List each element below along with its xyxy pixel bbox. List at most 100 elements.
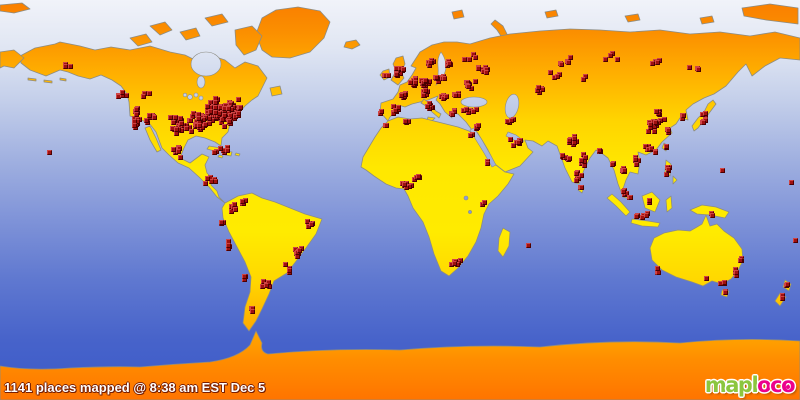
- visitor-dot: [242, 274, 247, 279]
- visitor-dot: [644, 213, 649, 218]
- visitor-dot: [384, 123, 389, 128]
- visitor-dot: [622, 168, 627, 173]
- visitor-dot: [47, 150, 52, 155]
- visitor-dot: [703, 111, 708, 116]
- visitor-dot: [476, 66, 481, 71]
- visitor-dot: [574, 178, 579, 183]
- visitor-dot: [649, 146, 654, 151]
- visitor-dot: [152, 115, 157, 120]
- visitor-dot: [466, 84, 471, 89]
- visitor-dot: [209, 179, 214, 184]
- visitor-dot: [666, 128, 671, 133]
- visitor-dot: [171, 120, 176, 125]
- visitor-dot: [643, 144, 648, 149]
- chukotka: [0, 49, 25, 69]
- visitor-dot: [178, 155, 183, 160]
- visitor-dot: [120, 90, 125, 95]
- visitor-dot: [203, 181, 208, 186]
- visitor-dot: [232, 202, 237, 207]
- visitor-dot: [516, 140, 521, 145]
- visitor-dot: [681, 113, 686, 118]
- visitor-dot: [568, 55, 573, 60]
- visitor-dot: [583, 155, 588, 160]
- visitor-dot: [652, 129, 657, 134]
- visitor-dot: [647, 198, 652, 203]
- visitor-dot: [171, 147, 176, 152]
- maploco-logo[interactable]: maploco: [704, 373, 796, 397]
- visitor-dot: [168, 115, 173, 120]
- visitor-dot: [178, 116, 183, 121]
- visitor-dot: [428, 60, 433, 65]
- visitor-dot: [141, 94, 146, 99]
- visitor-dot: [287, 268, 292, 273]
- visitor-dot: [597, 148, 602, 153]
- visitor-dot: [567, 138, 572, 143]
- visitor-dot: [297, 248, 302, 253]
- visitor-dot: [696, 67, 701, 72]
- visitor-dot: [704, 276, 709, 281]
- visitor-dot: [402, 182, 407, 187]
- visitor-dot: [227, 119, 232, 124]
- visitor-dot: [68, 64, 73, 69]
- visitor-dot: [511, 143, 516, 148]
- visitor-dot: [225, 148, 230, 153]
- antarctica: [0, 330, 800, 400]
- java: [630, 218, 661, 228]
- visitor-dot: [468, 133, 473, 138]
- visitor-dot: [467, 57, 472, 62]
- visitor-dot: [789, 180, 794, 185]
- logo-letter: o: [757, 373, 771, 397]
- visitor-dot: [205, 176, 210, 181]
- visitor-dot: [464, 107, 469, 112]
- visitor-dot: [173, 115, 178, 120]
- visitor-dot: [650, 61, 655, 66]
- visitor-dot: [780, 296, 785, 301]
- logo-letter: o: [781, 373, 795, 397]
- visitor-dot: [396, 105, 401, 110]
- visitor-dot: [634, 214, 639, 219]
- visitor-dot: [687, 65, 692, 70]
- greenland: [255, 6, 331, 59]
- visitor-dot: [559, 62, 564, 67]
- visitor-dot: [566, 60, 571, 65]
- visitor-dot: [203, 122, 208, 127]
- logo-letter: l: [751, 373, 758, 397]
- visitor-dot: [476, 123, 481, 128]
- australia: [649, 214, 744, 287]
- visitor-dot: [723, 290, 728, 295]
- visitor-dot: [212, 150, 217, 155]
- visitor-dot: [666, 167, 671, 172]
- visitor-dot: [421, 93, 426, 98]
- visitor-dot: [401, 67, 406, 72]
- visitor-dot: [722, 280, 727, 285]
- south-america: [221, 192, 323, 332]
- visitor-dot: [176, 149, 181, 154]
- visitor-dot: [261, 279, 266, 284]
- visitor-dot: [179, 121, 184, 126]
- visitor-dot: [219, 220, 224, 225]
- visitor-dot: [423, 78, 428, 83]
- visitor-dot: [147, 91, 152, 96]
- visitor-dot: [473, 79, 478, 84]
- logo-letter: m: [704, 373, 727, 397]
- visitor-dot: [567, 156, 572, 161]
- sumatra: [606, 193, 631, 217]
- visitor-dot: [509, 118, 514, 123]
- visitor-dot: [394, 72, 399, 77]
- visitor-dot: [579, 173, 584, 178]
- visitor-dot: [453, 93, 458, 98]
- status-text: 1141 places mapped @ 8:38 am EST Dec 5: [4, 380, 266, 395]
- visitor-dot: [785, 282, 790, 287]
- visitor-dot: [653, 120, 658, 125]
- visitor-dot: [416, 174, 421, 179]
- visitor-dot: [399, 93, 404, 98]
- visitor-dot: [213, 105, 218, 110]
- visitor-dot: [147, 113, 152, 118]
- visitor-dot: [555, 74, 560, 79]
- visitor-dot: [447, 61, 452, 66]
- baja-california: [144, 125, 162, 153]
- visitor-dot: [393, 108, 398, 113]
- visitor-dot: [174, 127, 179, 132]
- visitor-dot: [450, 112, 455, 117]
- visitor-dot: [579, 158, 584, 163]
